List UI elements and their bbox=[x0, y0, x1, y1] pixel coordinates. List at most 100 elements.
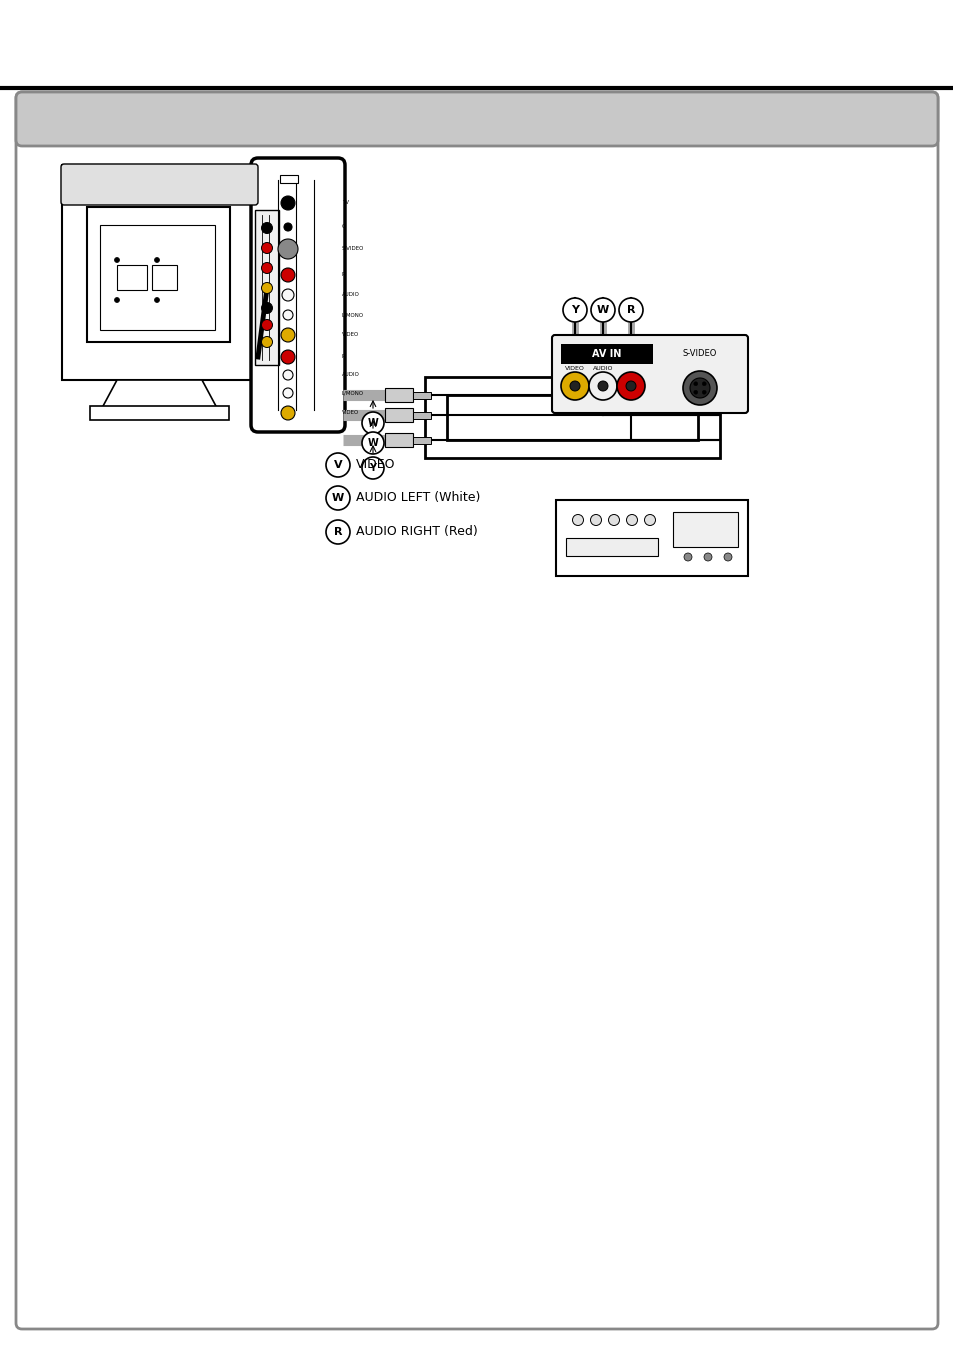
Circle shape bbox=[693, 390, 697, 394]
Circle shape bbox=[590, 514, 601, 526]
Circle shape bbox=[281, 349, 294, 364]
Circle shape bbox=[114, 258, 119, 263]
Text: R: R bbox=[334, 527, 342, 537]
Text: AUDIO: AUDIO bbox=[341, 293, 359, 298]
Circle shape bbox=[326, 519, 350, 544]
Bar bbox=[90, 406, 229, 420]
Bar bbox=[152, 264, 177, 290]
Bar bbox=[87, 206, 230, 343]
Text: R: R bbox=[341, 272, 345, 278]
Bar bbox=[447, 395, 698, 440]
Circle shape bbox=[277, 239, 297, 259]
Text: V: V bbox=[334, 460, 342, 469]
Bar bbox=[413, 391, 431, 398]
Circle shape bbox=[114, 298, 119, 302]
Circle shape bbox=[261, 302, 273, 313]
Circle shape bbox=[326, 453, 350, 478]
Text: G: G bbox=[341, 224, 346, 229]
Bar bbox=[385, 389, 413, 402]
Text: W: W bbox=[332, 492, 344, 503]
Circle shape bbox=[590, 298, 615, 322]
Circle shape bbox=[261, 282, 273, 294]
Text: AUDIO: AUDIO bbox=[341, 372, 359, 378]
Circle shape bbox=[701, 382, 705, 386]
Bar bbox=[413, 437, 431, 444]
Circle shape bbox=[689, 378, 709, 398]
Circle shape bbox=[598, 380, 607, 391]
Circle shape bbox=[283, 370, 293, 380]
Text: VIDEO: VIDEO bbox=[355, 459, 395, 472]
Text: W: W bbox=[597, 305, 608, 316]
Circle shape bbox=[560, 372, 588, 401]
Bar bbox=[424, 376, 720, 459]
Circle shape bbox=[281, 406, 294, 420]
Text: W: W bbox=[367, 418, 378, 428]
Circle shape bbox=[261, 223, 273, 233]
Circle shape bbox=[361, 411, 384, 434]
Circle shape bbox=[701, 390, 705, 394]
Circle shape bbox=[326, 486, 350, 510]
Circle shape bbox=[361, 457, 384, 479]
Text: S-VIDEO: S-VIDEO bbox=[682, 349, 717, 359]
Bar bbox=[100, 225, 214, 331]
Circle shape bbox=[261, 263, 273, 274]
Bar bbox=[62, 165, 256, 380]
FancyBboxPatch shape bbox=[251, 158, 345, 432]
Circle shape bbox=[682, 371, 717, 405]
Bar bbox=[672, 513, 738, 546]
Circle shape bbox=[284, 223, 292, 231]
Circle shape bbox=[154, 298, 159, 302]
Circle shape bbox=[283, 389, 293, 398]
Bar bbox=[385, 433, 413, 447]
Circle shape bbox=[569, 380, 579, 391]
Circle shape bbox=[282, 289, 294, 301]
Circle shape bbox=[703, 553, 711, 561]
Text: R: R bbox=[626, 305, 635, 316]
Bar bbox=[413, 411, 431, 418]
Circle shape bbox=[644, 514, 655, 526]
Bar bbox=[556, 500, 747, 576]
Circle shape bbox=[154, 258, 159, 263]
Circle shape bbox=[683, 553, 691, 561]
Bar bbox=[385, 407, 413, 422]
Text: VIDEO: VIDEO bbox=[341, 332, 359, 337]
Circle shape bbox=[283, 310, 293, 320]
FancyBboxPatch shape bbox=[16, 92, 937, 1329]
Circle shape bbox=[281, 196, 294, 210]
Text: S-VIDEO: S-VIDEO bbox=[341, 247, 364, 251]
Circle shape bbox=[261, 320, 273, 331]
Text: AUDIO RIGHT (Red): AUDIO RIGHT (Red) bbox=[355, 526, 477, 538]
Circle shape bbox=[618, 298, 642, 322]
Circle shape bbox=[261, 243, 273, 254]
FancyBboxPatch shape bbox=[552, 335, 747, 413]
Text: R: R bbox=[341, 355, 345, 359]
Bar bbox=[117, 264, 147, 290]
Circle shape bbox=[588, 372, 617, 401]
Text: AUDIO: AUDIO bbox=[592, 367, 613, 371]
Bar bbox=[280, 175, 297, 183]
Circle shape bbox=[281, 328, 294, 343]
Bar bbox=[560, 344, 652, 364]
Circle shape bbox=[281, 268, 294, 282]
FancyBboxPatch shape bbox=[16, 92, 937, 146]
Circle shape bbox=[617, 372, 644, 401]
Text: L/MONO: L/MONO bbox=[341, 313, 364, 317]
Circle shape bbox=[626, 514, 637, 526]
Circle shape bbox=[723, 553, 731, 561]
Text: VIDEO: VIDEO bbox=[341, 410, 359, 415]
Circle shape bbox=[693, 382, 697, 386]
Text: W: W bbox=[367, 438, 378, 448]
Circle shape bbox=[625, 380, 636, 391]
Bar bbox=[565, 538, 658, 556]
Circle shape bbox=[608, 514, 618, 526]
Bar bbox=[254, 210, 278, 366]
FancyBboxPatch shape bbox=[61, 165, 257, 205]
Circle shape bbox=[261, 336, 273, 348]
Text: AUDIO LEFT (White): AUDIO LEFT (White) bbox=[355, 491, 480, 505]
Text: Y: Y bbox=[571, 305, 578, 316]
Bar bbox=[22, 98, 931, 140]
Circle shape bbox=[562, 298, 586, 322]
Text: VIDEO: VIDEO bbox=[564, 367, 584, 371]
Text: Y: Y bbox=[369, 463, 376, 473]
Circle shape bbox=[572, 514, 583, 526]
